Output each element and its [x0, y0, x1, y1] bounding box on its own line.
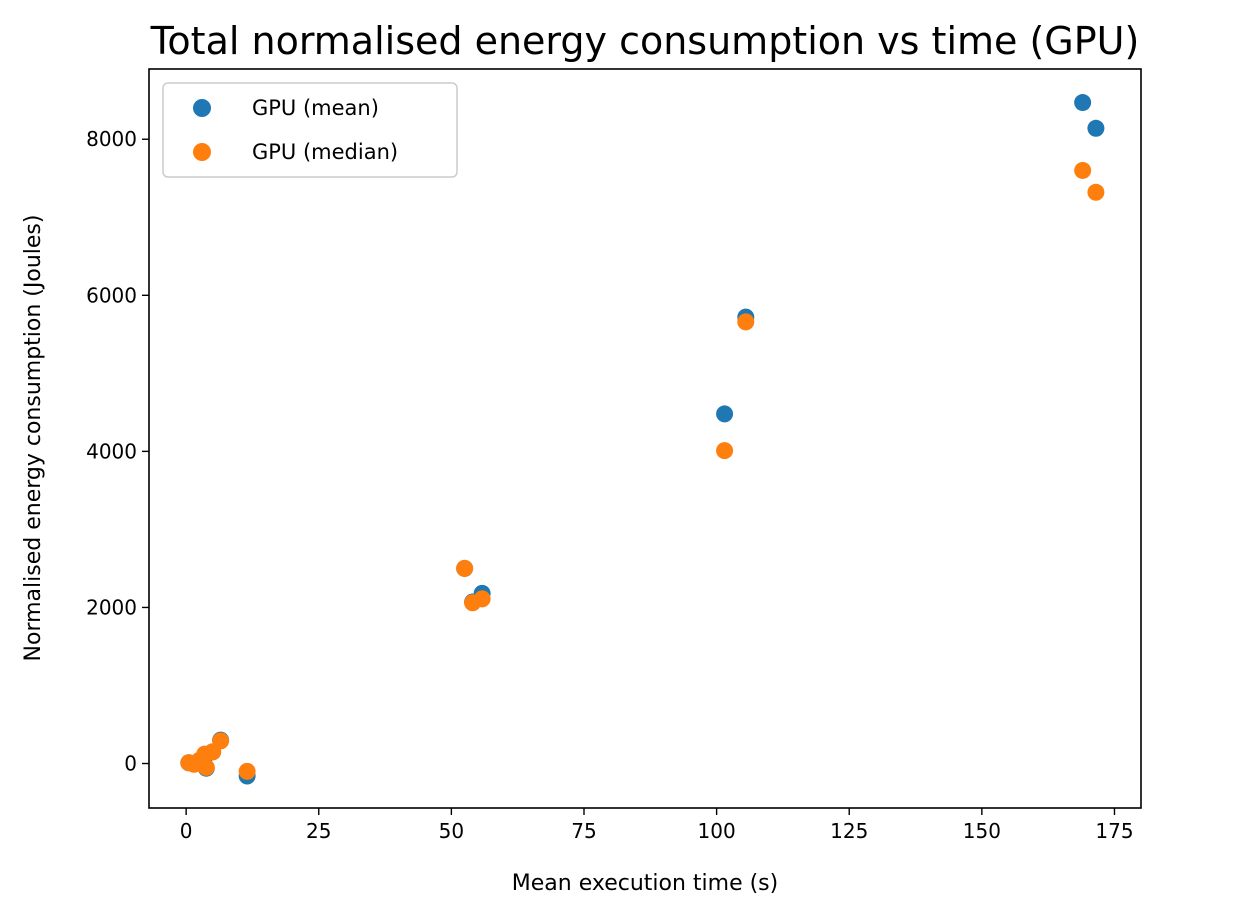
plot-area: 0 25 50 75 100 125 150 175 0 2000 4000 6000 8000 — [86, 68, 1142, 843]
data-point — [1074, 94, 1092, 112]
y-tick-label: 8000 — [86, 127, 137, 151]
data-point — [1087, 119, 1105, 137]
data-point — [212, 732, 230, 750]
x-axis-label: Mean execution time (s) — [512, 871, 778, 896]
data-point — [716, 405, 734, 423]
series-0 — [180, 94, 1105, 785]
legend-label: GPU (mean) — [252, 96, 379, 120]
data-point — [197, 758, 215, 776]
legend-box — [162, 82, 458, 178]
x-tick-label: 125 — [830, 819, 868, 843]
y-tick-label: 0 — [124, 752, 137, 776]
series-1 — [180, 161, 1105, 780]
legend-label: GPU (median) — [252, 140, 398, 164]
y-tick-label: 2000 — [86, 595, 137, 619]
data-point — [1087, 183, 1105, 201]
data-point — [238, 762, 256, 780]
y-tick-label: 4000 — [86, 439, 137, 463]
data-point — [473, 590, 491, 608]
chart-title: Total normalised energy consumption vs t… — [150, 19, 1140, 63]
data-point — [456, 559, 474, 577]
data-point — [716, 442, 734, 460]
legend: GPU (mean) GPU (median) — [162, 82, 458, 178]
x-tick-label: 75 — [571, 819, 596, 843]
x-tick-label: 0 — [180, 819, 193, 843]
y-tick-label: 6000 — [86, 283, 137, 307]
x-tick-label: 50 — [439, 819, 464, 843]
data-point — [737, 313, 755, 331]
plot-frame — [148, 68, 1142, 809]
legend-marker — [193, 143, 211, 161]
data-point — [1074, 161, 1092, 179]
x-tick-label: 25 — [306, 819, 331, 843]
x-tick-label: 175 — [1095, 819, 1133, 843]
x-tick-label: 100 — [698, 819, 736, 843]
legend-marker — [193, 99, 211, 117]
x-tick-label: 150 — [963, 819, 1001, 843]
y-axis-label: Normalised energy consumption (Joules) — [21, 215, 46, 662]
